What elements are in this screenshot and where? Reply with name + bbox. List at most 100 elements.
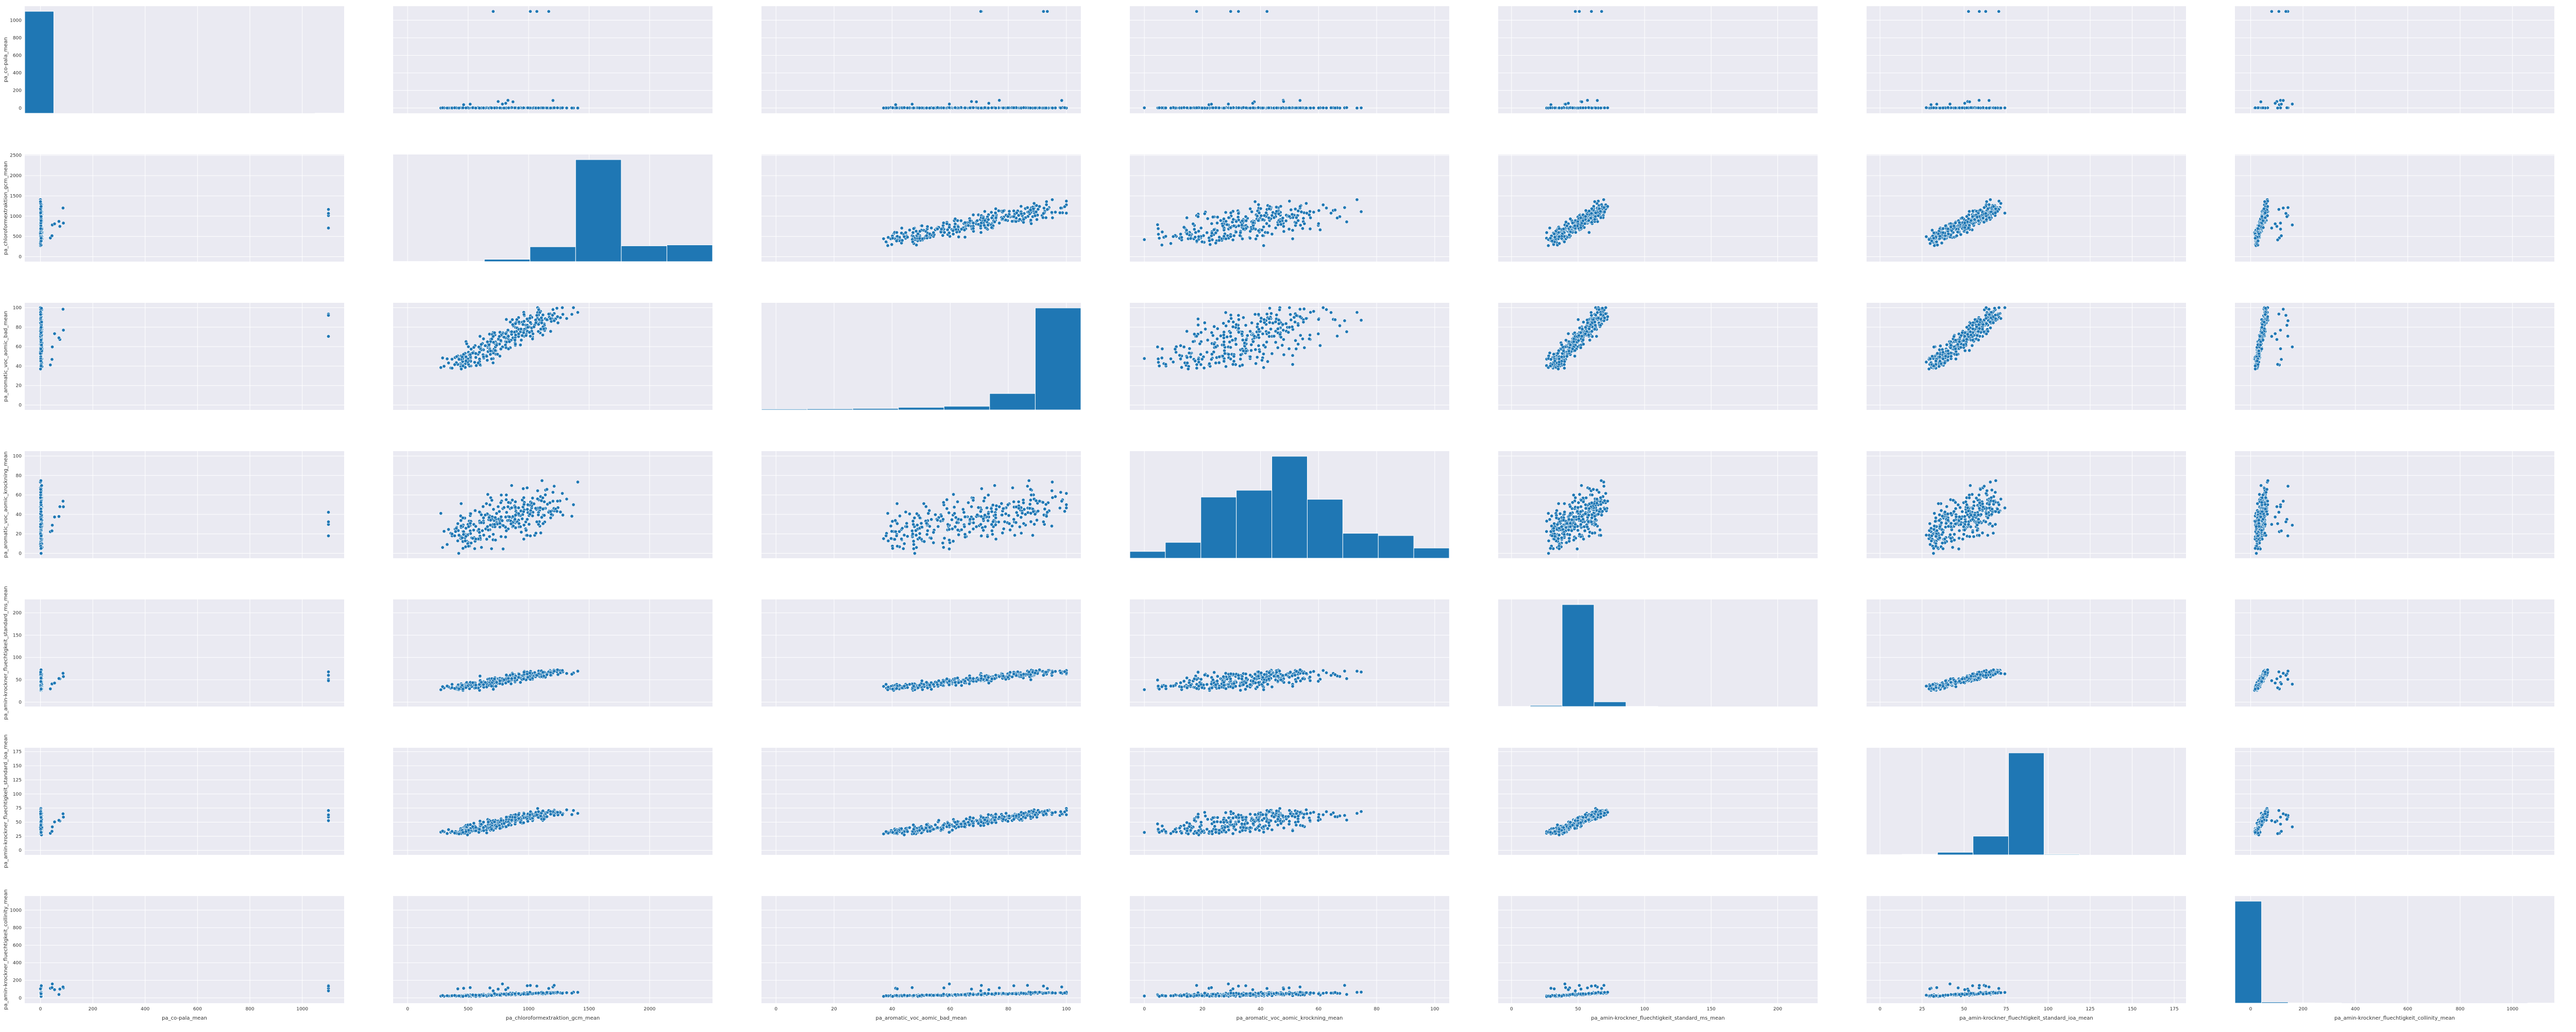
scatter-point [1010,219,1014,223]
scatter-point [1289,208,1293,212]
scatter-point [1257,312,1261,316]
scatter-point [552,106,556,110]
scatter-point [1234,230,1238,234]
scatter-point [971,221,975,225]
scatter-point [511,100,515,104]
scatter-point [1564,220,1568,224]
scatter-point [478,106,482,110]
scatter-point [1248,229,1252,233]
scatter-point [1195,239,1199,243]
scatter-point [2253,236,2257,240]
scatter-point [1592,217,1597,221]
scatter-point [1041,211,1045,215]
scatter-point [1967,210,1971,214]
scatter-point [1266,359,1270,364]
scatter-point [487,342,491,347]
scatter-point [1570,106,1574,110]
scatter-point [1265,312,1269,316]
scatter-point [1229,316,1233,320]
panel-1-5 [1867,154,2186,262]
scatter-point [1287,347,1291,351]
scatter-point [1296,209,1300,213]
scatter-point [1935,102,1939,106]
scatter-point [1602,210,1606,214]
scatter-point [1229,9,1233,13]
scatter-point [1214,241,1218,245]
scatter-point [1229,106,1233,110]
scatter-point [1302,307,1306,311]
scatter-point [1321,106,1325,110]
y-tick-label: 500 [13,234,22,239]
scatter-point [1262,214,1266,218]
scatter-point [478,350,482,354]
scatter-point [1261,217,1265,221]
scatter-point [1265,340,1269,344]
scatter-point [941,106,945,110]
scatter-point [1963,221,1967,225]
scatter-point [1590,207,1594,211]
scatter-point [1260,326,1264,330]
scatter-point [1946,227,1950,231]
scatter-point [2259,100,2263,104]
y-tick-label: 2000 [10,174,22,179]
scatter-point [1573,9,1578,13]
y-tick-label: 2500 [10,153,22,159]
scatter-point [1318,228,1322,232]
scatter-point [2290,102,2294,106]
scatter-point [987,101,991,106]
scatter-point [2284,9,2288,13]
scatter-point [925,225,929,229]
scatter-point [459,367,463,371]
scatter-point [545,318,549,322]
scatter-point [517,320,521,324]
scatter-point [1289,318,1293,322]
scatter-point [1232,234,1236,238]
scatter-point [1941,227,1945,231]
scatter-point [1270,352,1274,356]
scatter-point [1287,305,1292,309]
scatter-point [894,106,899,110]
scatter-point [558,316,563,320]
scatter-point [1221,223,1225,228]
scatter-point [39,211,43,215]
scatter-point [491,361,495,365]
scatter-point [496,99,500,104]
scatter-point [1566,101,1570,106]
scatter-point [545,106,549,110]
scatter-point [1976,219,1980,223]
scatter-point [1191,339,1195,343]
scatter-point [1987,106,1991,110]
scatter-point [1991,204,1995,209]
scatter-point [1267,216,1271,220]
y-tick-label: 0 [19,106,22,111]
scatter-point [2262,207,2266,211]
scatter-point [1240,219,1244,223]
scatter-point [460,355,464,359]
scatter-point [1585,98,1589,102]
scatter-point [493,349,497,353]
scatter-point [1971,209,1975,213]
scatter-point [1228,226,1232,230]
scatter-point [481,355,485,359]
scatter-point [1281,328,1285,332]
scatter-point [442,364,446,368]
scatter-point [327,313,331,317]
scatter-point [1277,321,1281,325]
scatter-point [517,332,521,336]
scatter-point [1291,237,1295,241]
scatter-point [1329,211,1333,215]
scatter-point [1257,211,1261,215]
scatter-point [1014,211,1019,215]
scatter-point [1308,333,1312,337]
scatter-point [1318,343,1322,348]
scatter-point [1259,214,1263,218]
scatter-point [1035,217,1039,221]
scatter-point [1225,335,1229,339]
scatter-point [911,227,916,231]
scatter-point [464,355,468,359]
scatter-point [571,305,575,309]
scatter-point [491,334,495,338]
scatter-point [552,319,556,323]
y-tick-label: 600 [13,53,22,58]
scatter-point [1599,106,1603,110]
